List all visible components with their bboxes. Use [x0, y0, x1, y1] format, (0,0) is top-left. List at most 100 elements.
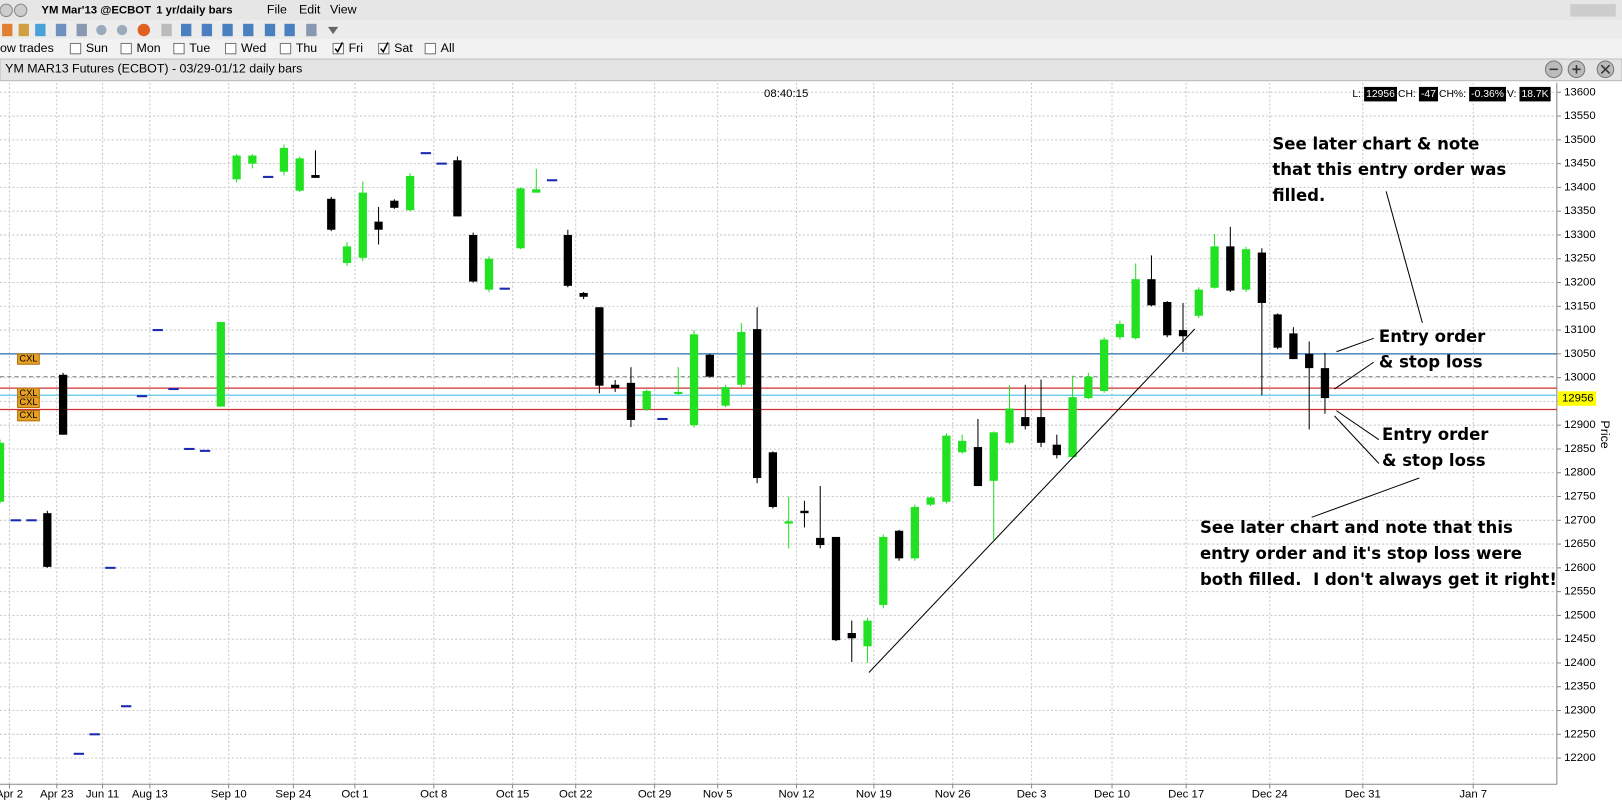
tool-icon[interactable]	[201, 23, 213, 37]
checkbox-label: Wed	[241, 41, 266, 55]
checkbox[interactable]	[173, 42, 185, 55]
tool-icon[interactable]	[181, 23, 192, 37]
checkbox[interactable]	[69, 42, 82, 55]
x-tick-label: Apr 23	[40, 789, 73, 801]
title-bar	[0, 58, 1622, 82]
callout-line	[1385, 191, 1423, 323]
candle-body	[737, 331, 746, 385]
filter-label: ow trades	[0, 41, 54, 55]
annotation: & stop loss	[1382, 451, 1486, 470]
y-tick-label: 13500	[1564, 134, 1596, 146]
stat-value-box	[1469, 86, 1506, 102]
tick-bar	[136, 395, 148, 398]
candle-body	[516, 188, 525, 249]
tool-dropdown[interactable]	[327, 26, 339, 35]
y-tick-label: 13150	[1564, 300, 1596, 312]
forward-button[interactable]	[13, 3, 28, 18]
x-tick-label: Dec 24	[1252, 789, 1288, 801]
x-tick-label: Apr 2	[0, 789, 23, 801]
order-tag	[17, 353, 40, 365]
period-selector[interactable]: 1 yr/daily bars	[156, 4, 232, 16]
candle-body	[1289, 333, 1298, 360]
order-tag	[17, 396, 40, 409]
tool-icon[interactable]	[161, 23, 172, 37]
tick-bar	[152, 329, 163, 332]
menu-file[interactable]: File	[267, 3, 287, 17]
candle-body	[1241, 249, 1251, 290]
tool-icons	[2, 23, 339, 37]
tool-icon[interactable]	[76, 23, 87, 37]
candle-body	[1257, 252, 1267, 303]
back-button[interactable]	[0, 3, 13, 18]
checkbox[interactable]	[224, 42, 237, 55]
checkbox[interactable]	[378, 42, 390, 55]
x-tick-label: Nov 26	[935, 789, 971, 801]
candle-body	[374, 221, 383, 230]
stat-value: 12956	[1366, 89, 1395, 100]
tool-icon[interactable]	[18, 23, 29, 37]
tool-icon[interactable]	[284, 23, 295, 37]
stat-value-box	[1364, 86, 1397, 102]
checkbox-label: All	[441, 41, 455, 55]
stat-value: -0.36%	[1471, 89, 1504, 100]
stat-value-box	[1519, 86, 1551, 102]
candle-body	[469, 234, 478, 282]
tick-bar	[73, 752, 85, 755]
candle-body	[800, 510, 809, 514]
tool-icon[interactable]	[264, 23, 276, 37]
candle-body	[58, 374, 68, 435]
candle-body	[232, 155, 241, 180]
candle-body	[563, 234, 572, 286]
candle-body	[1194, 289, 1203, 316]
y-tick-label: 12550	[1564, 586, 1596, 598]
tick-bar	[26, 519, 37, 522]
order-tag	[17, 409, 40, 422]
callout-line	[1336, 337, 1374, 353]
symbol-selector[interactable]: YM Mar'13 @ECBOT	[41, 4, 151, 16]
menu-view[interactable]: View	[330, 3, 357, 17]
tool-icon[interactable]	[222, 23, 233, 37]
x-tick-label: Nov 19	[856, 789, 892, 801]
candle-body	[863, 620, 872, 647]
checkbox-label: Tue	[189, 41, 210, 55]
tool-icon[interactable]	[306, 23, 317, 37]
candle-body	[989, 432, 998, 481]
callout-line	[1311, 477, 1420, 518]
tool-bar	[0, 20, 1622, 40]
close-glyph	[1600, 64, 1611, 75]
tool-icon[interactable]	[55, 23, 67, 37]
candle-body	[1273, 314, 1282, 348]
tick-bar	[105, 566, 116, 569]
annotation: entry order and it's stop loss were	[1200, 544, 1522, 563]
y-tick-label: 12800	[1564, 467, 1596, 479]
checkbox-label: Sat	[394, 41, 413, 55]
tool-icons-right[interactable]	[1570, 4, 1616, 17]
checkbox-label: Thu	[296, 41, 317, 55]
tick-bar	[199, 449, 211, 452]
candle-body	[973, 447, 983, 487]
tool-icon[interactable]	[243, 23, 254, 37]
y-tick-label: 12450	[1564, 633, 1596, 645]
checkbox[interactable]	[424, 42, 437, 55]
candle-body	[311, 175, 320, 178]
checkbox[interactable]	[332, 42, 344, 55]
tool-icon[interactable]	[2, 23, 13, 37]
candle-body	[1305, 353, 1314, 369]
candle-body	[1147, 279, 1156, 306]
candle-body	[295, 158, 304, 191]
tool-icon[interactable]	[35, 23, 46, 37]
y-tick-label: 12200	[1564, 752, 1596, 764]
callout-line	[1334, 361, 1375, 390]
y-tick-label: 12750	[1564, 491, 1596, 503]
y-tick-label: 13200	[1564, 277, 1596, 289]
checkbox[interactable]	[279, 42, 292, 55]
annotation: See later chart & note	[1272, 134, 1479, 153]
menu-edit[interactable]: Edit	[299, 3, 321, 17]
tool-icon[interactable]	[96, 24, 107, 36]
candle-body	[1052, 444, 1061, 456]
checkbox[interactable]	[120, 42, 132, 55]
tool-icon[interactable]	[116, 24, 128, 36]
trend-line	[868, 328, 1196, 673]
tool-icon[interactable]	[137, 23, 150, 37]
